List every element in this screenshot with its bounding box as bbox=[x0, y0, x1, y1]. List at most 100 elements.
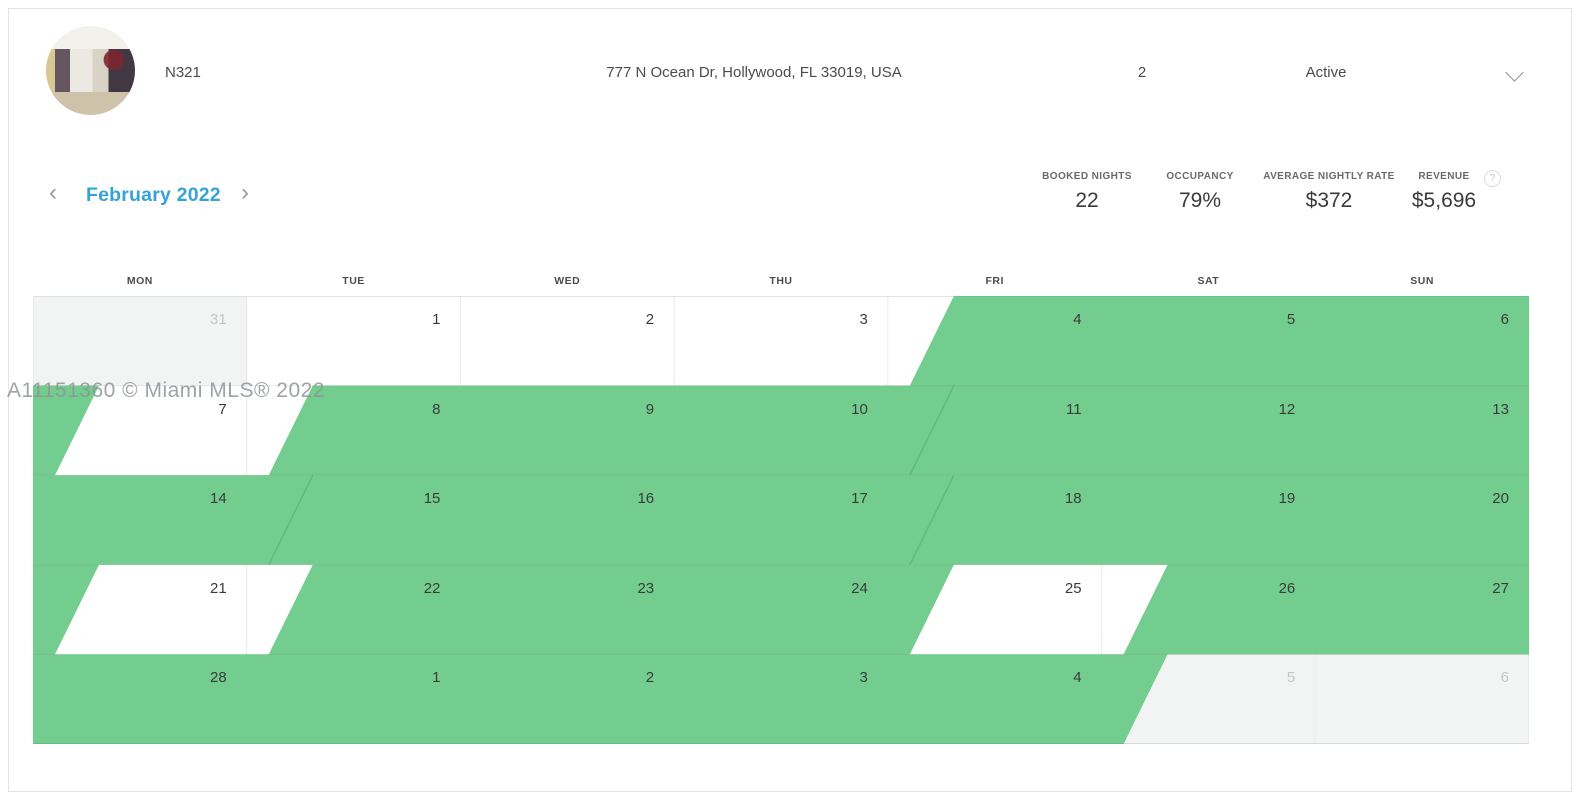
calendar-day[interactable]: 19 bbox=[1102, 475, 1316, 565]
booking-block[interactable] bbox=[1123, 564, 1529, 655]
day-number: 2 bbox=[645, 311, 655, 328]
stat-booked-nights: BOOKED NIGHTS 22 bbox=[1017, 171, 1157, 213]
day-number: 13 bbox=[1492, 400, 1509, 418]
booking-divider bbox=[909, 474, 955, 566]
calendar-day[interactable]: 18 bbox=[888, 475, 1102, 565]
day-number: 19 bbox=[1278, 490, 1296, 508]
calendar-day[interactable]: 9 bbox=[460, 386, 674, 476]
day-number: 16 bbox=[637, 490, 655, 508]
stat-value: $5,696 bbox=[1411, 189, 1477, 212]
calendar-day[interactable]: 26 bbox=[1102, 565, 1316, 655]
stat-label: BOOKED NIGHTS bbox=[1042, 171, 1132, 182]
calendar-day[interactable]: 6 bbox=[1315, 654, 1529, 744]
calendar-day[interactable]: 25 bbox=[888, 565, 1102, 655]
calendar-day[interactable]: 5 bbox=[1102, 296, 1316, 386]
day-number: 12 bbox=[1278, 400, 1296, 418]
calendar-day[interactable]: 7 bbox=[33, 386, 247, 476]
stat-value: 79% bbox=[1178, 189, 1222, 212]
booking-block[interactable] bbox=[268, 564, 954, 655]
day-number: 1 bbox=[432, 669, 441, 687]
stat-revenue: REVENUE $5,696 bbox=[1384, 171, 1504, 213]
booking-block[interactable] bbox=[268, 385, 1529, 476]
calendar-day[interactable]: 6 bbox=[1315, 296, 1529, 386]
day-number: 15 bbox=[423, 490, 441, 508]
booking-block[interactable] bbox=[33, 564, 99, 655]
day-number: 25 bbox=[1064, 579, 1082, 597]
day-number: 21 bbox=[210, 579, 227, 597]
day-number: 7 bbox=[218, 400, 227, 418]
calendar-day[interactable]: 5 bbox=[1102, 654, 1316, 744]
weekday-tue: TUE bbox=[342, 275, 365, 287]
weekday-sat: SAT bbox=[1197, 275, 1220, 287]
calendar-grid: 31 1 2 3 4 5 6 7 8 9 10 11 12 13 14 15 16 17 18 19 20 21 22 23 2… bbox=[33, 296, 1529, 744]
calendar-day[interactable]: 2 bbox=[460, 654, 674, 744]
calendar-day[interactable]: 1 bbox=[247, 654, 461, 744]
day-number: 14 bbox=[210, 490, 227, 508]
calendar-day[interactable]: 17 bbox=[674, 475, 888, 565]
calendar-day[interactable]: 4 bbox=[888, 654, 1102, 744]
calendar-day[interactable]: 24 bbox=[674, 565, 888, 655]
day-number: 1 bbox=[432, 311, 441, 328]
property-photo[interactable] bbox=[46, 26, 135, 115]
help-icon[interactable]: ? bbox=[1484, 170, 1501, 187]
calendar-day[interactable]: 31 bbox=[33, 296, 247, 386]
day-number: 8 bbox=[432, 400, 441, 418]
weekday-fri: FRI bbox=[985, 275, 1004, 287]
calendar-day[interactable]: 28 bbox=[33, 654, 247, 744]
booking-block[interactable] bbox=[909, 296, 1529, 386]
day-number: 28 bbox=[210, 669, 227, 687]
stat-label: OCCUPANCY bbox=[1166, 171, 1234, 182]
day-number: 6 bbox=[1500, 311, 1509, 328]
calendar-day[interactable]: 27 bbox=[1315, 565, 1529, 655]
property-address: 777 N Ocean Dr, Hollywood, FL 33019, USA bbox=[606, 64, 902, 81]
calendar-day[interactable]: 12 bbox=[1102, 386, 1316, 476]
day-number: 5 bbox=[1286, 669, 1296, 687]
booking-block[interactable] bbox=[33, 654, 1168, 744]
calendar-bookings-layer bbox=[33, 296, 1529, 744]
calendar-day[interactable]: 13 bbox=[1315, 386, 1529, 476]
chevron-down-icon[interactable] bbox=[1505, 63, 1524, 82]
day-number: 31 bbox=[210, 311, 227, 328]
day-number: 9 bbox=[645, 400, 655, 418]
calendar-day[interactable]: 20 bbox=[1315, 475, 1529, 565]
day-number: 10 bbox=[851, 400, 868, 418]
calendar-day[interactable]: 15 bbox=[247, 475, 461, 565]
calendar-day[interactable]: 8 bbox=[247, 386, 461, 476]
day-number: 4 bbox=[1073, 669, 1082, 687]
weekday-thu: THU bbox=[769, 275, 793, 287]
booking-divider bbox=[268, 474, 314, 566]
day-number: 11 bbox=[1065, 400, 1082, 418]
next-month-button[interactable]: › bbox=[241, 179, 249, 206]
calendar-day[interactable]: 16 bbox=[460, 475, 674, 565]
weekday-sun: SUN bbox=[1410, 275, 1434, 287]
day-number: 18 bbox=[1064, 490, 1082, 508]
day-number: 26 bbox=[1278, 579, 1296, 597]
muted-day-bg bbox=[1315, 654, 1529, 744]
booking-block[interactable] bbox=[33, 385, 99, 476]
calendar-day[interactable]: 10 bbox=[674, 386, 888, 476]
month-label: February 2022 bbox=[86, 184, 221, 206]
weekday-wed: WED bbox=[554, 275, 581, 287]
calendar-day[interactable]: 23 bbox=[460, 565, 674, 655]
calendar-day[interactable]: 4 bbox=[888, 296, 1102, 386]
day-number: 23 bbox=[637, 579, 655, 597]
stat-label: REVENUE bbox=[1418, 171, 1470, 182]
day-number: 20 bbox=[1492, 490, 1509, 508]
calendar-day[interactable]: 1 bbox=[247, 296, 461, 386]
booking-block[interactable] bbox=[33, 475, 1529, 565]
calendar-day[interactable]: 3 bbox=[674, 296, 888, 386]
prev-month-button[interactable]: ‹ bbox=[49, 179, 57, 206]
stat-average-nightly-rate: AVERAGE NIGHTLY RATE $372 bbox=[1254, 171, 1404, 213]
day-number: 6 bbox=[1500, 669, 1509, 687]
calendar-day[interactable]: 14 bbox=[33, 475, 247, 565]
calendar-day[interactable]: 22 bbox=[247, 565, 461, 655]
calendar-day[interactable]: 21 bbox=[33, 565, 247, 655]
day-number: 3 bbox=[859, 669, 868, 687]
property-unit-count: 2 bbox=[1137, 64, 1147, 81]
calendar-day[interactable]: 3 bbox=[674, 654, 888, 744]
calendar-day[interactable]: 11 bbox=[888, 386, 1102, 476]
calendar-day[interactable]: 2 bbox=[460, 296, 674, 386]
day-number: 27 bbox=[1492, 579, 1509, 597]
day-number: 5 bbox=[1286, 311, 1296, 328]
